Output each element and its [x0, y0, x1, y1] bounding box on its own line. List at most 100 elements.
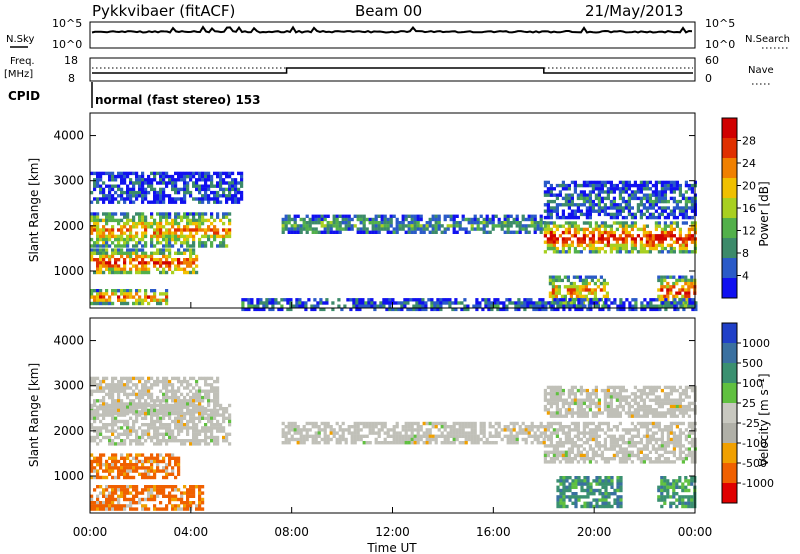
heatmap-cell — [123, 469, 127, 473]
heatmap-cell — [521, 227, 525, 231]
heatmap-cell — [588, 457, 592, 461]
heatmap-cell — [630, 193, 634, 197]
heatmap-cell — [509, 214, 513, 218]
heatmap-cell — [561, 230, 565, 235]
heatmap-cell — [660, 281, 664, 286]
heatmap-cell — [533, 221, 537, 225]
heatmap-cell — [99, 237, 103, 242]
heatmap-cell — [338, 227, 342, 231]
heatmap-cell — [585, 388, 589, 393]
heatmap-cell — [132, 475, 136, 480]
heatmap-cell — [413, 428, 417, 432]
heatmap-cell — [362, 230, 366, 234]
heatmap-cell — [295, 301, 299, 305]
heatmap-cell — [663, 428, 667, 432]
heatmap-cell — [389, 428, 393, 432]
heatmap-cell — [567, 227, 571, 232]
heatmap-cell — [183, 225, 187, 229]
heatmap-cell — [687, 215, 691, 220]
heatmap-cell — [117, 187, 121, 192]
heatmap-cell — [527, 217, 531, 222]
heatmap-cell — [108, 501, 112, 505]
heatmap-cell — [177, 456, 181, 460]
heatmap-cell — [597, 240, 601, 244]
heatmap-cell — [542, 437, 546, 442]
heatmap-cell — [642, 246, 646, 251]
heatmap-cell — [195, 270, 199, 275]
heatmap-cell — [126, 419, 130, 424]
heatmap-cell — [174, 200, 178, 204]
heatmap-cell — [576, 227, 580, 232]
heatmap-cell — [159, 423, 163, 427]
heatmap-cell — [588, 392, 592, 396]
heatmap-cell — [461, 428, 465, 432]
heatmap-cell — [177, 248, 181, 252]
heatmap-cell — [102, 218, 106, 223]
heatmap-cell — [419, 217, 423, 222]
heatmap-cell — [96, 267, 100, 271]
heatmap-cell — [153, 379, 157, 384]
heatmap-cell — [660, 246, 664, 251]
heatmap-cell — [210, 419, 214, 424]
heatmap-cell — [666, 450, 670, 454]
heatmap-cell — [326, 221, 330, 225]
heatmap-cell — [201, 221, 205, 226]
heatmap-cell — [207, 395, 211, 400]
heatmap-cell — [341, 431, 345, 435]
heatmap-cell — [123, 237, 127, 242]
heatmap-cell — [621, 221, 625, 225]
heatmap-cell — [464, 421, 468, 426]
heatmap-cell — [198, 190, 202, 195]
heatmap-cell — [293, 221, 297, 225]
heatmap-cell — [597, 209, 601, 213]
heatmap-cell — [189, 413, 193, 417]
heatmap-cell — [388, 301, 392, 305]
heatmap-cell — [481, 307, 485, 312]
heatmap-cell — [371, 227, 375, 231]
heatmap-cell — [284, 431, 288, 435]
heatmap-cell — [645, 421, 649, 426]
heatmap-cell — [111, 453, 115, 457]
heatmap-cell — [555, 388, 559, 393]
heatmap-cell — [579, 203, 583, 207]
heatmap-cell — [600, 421, 604, 426]
heatmap-cell — [93, 507, 97, 511]
heatmap-cell — [585, 215, 589, 220]
heatmap-cell — [138, 501, 142, 505]
heatmap-cell — [123, 298, 127, 302]
heatmap-cell — [561, 425, 565, 429]
heatmap-cell — [135, 405, 139, 409]
heatmap-cell — [310, 307, 314, 312]
heatmap-cell — [344, 221, 348, 225]
heatmap-cell — [216, 181, 220, 185]
heatmap-cell — [105, 218, 109, 223]
heatmap-cell — [132, 264, 136, 268]
heatmap-cell — [413, 217, 417, 222]
heatmap-cell — [117, 432, 121, 436]
heatmap-cell — [153, 432, 157, 436]
heatmap-cell — [609, 398, 613, 402]
heatmap-cell — [383, 221, 387, 225]
heatmap-cell — [105, 507, 109, 511]
heatmap-cell — [579, 190, 583, 194]
heatmap-cell — [213, 379, 217, 384]
heatmap-cell — [120, 469, 124, 473]
heatmap-cell — [539, 421, 543, 426]
heatmap-cell — [567, 221, 571, 225]
heatmap-cell — [669, 425, 673, 429]
heatmap-cell — [129, 231, 133, 235]
heatmap-cell — [105, 241, 109, 245]
heatmap-cell — [108, 254, 112, 259]
heatmap-cell — [672, 183, 676, 188]
heatmap-cell — [584, 285, 588, 289]
heatmap-cell — [564, 215, 568, 220]
heatmap-cell — [234, 181, 238, 185]
heatmap-cell — [353, 224, 357, 228]
heatmap-cell — [323, 217, 327, 222]
heatmap-cell — [552, 398, 556, 402]
heatmap-cell — [533, 227, 537, 231]
heatmap-cell — [138, 413, 142, 417]
heatmap-cell — [192, 494, 196, 498]
heatmap-cell — [600, 246, 604, 251]
heatmap-cell — [198, 485, 202, 489]
